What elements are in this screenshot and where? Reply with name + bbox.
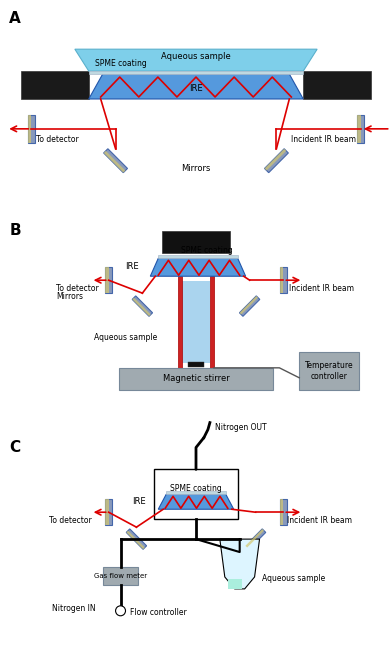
- Text: Gas flow meter: Gas flow meter: [94, 573, 147, 579]
- Text: Aqueous sample: Aqueous sample: [261, 574, 325, 584]
- Polygon shape: [89, 74, 303, 99]
- Text: A: A: [9, 11, 21, 26]
- Polygon shape: [132, 296, 152, 316]
- FancyBboxPatch shape: [28, 115, 34, 143]
- Polygon shape: [103, 149, 127, 172]
- Text: To detector: To detector: [36, 135, 79, 144]
- Polygon shape: [166, 492, 226, 494]
- Text: SPME coating: SPME coating: [94, 59, 147, 68]
- FancyBboxPatch shape: [103, 567, 138, 585]
- Polygon shape: [150, 259, 246, 276]
- FancyBboxPatch shape: [182, 281, 210, 363]
- Polygon shape: [132, 297, 151, 316]
- Text: SPME coating: SPME coating: [170, 484, 222, 494]
- FancyBboxPatch shape: [118, 368, 274, 390]
- Text: Incident IR beam: Incident IR beam: [291, 135, 356, 144]
- Text: Mirrors: Mirrors: [56, 292, 83, 301]
- Polygon shape: [103, 151, 125, 172]
- Text: Nitrogen OUT: Nitrogen OUT: [215, 423, 267, 432]
- Text: To detector: To detector: [49, 517, 92, 525]
- Polygon shape: [265, 149, 286, 170]
- Text: Aqueous sample: Aqueous sample: [94, 334, 157, 342]
- FancyBboxPatch shape: [280, 499, 283, 525]
- Polygon shape: [240, 296, 258, 315]
- FancyBboxPatch shape: [105, 267, 112, 293]
- Polygon shape: [158, 255, 238, 259]
- FancyBboxPatch shape: [188, 362, 204, 367]
- Text: Incident IR beam: Incident IR beam: [289, 284, 354, 293]
- FancyBboxPatch shape: [280, 499, 287, 525]
- FancyBboxPatch shape: [178, 276, 182, 368]
- Text: IRE: IRE: [132, 497, 145, 506]
- Text: B: B: [9, 224, 21, 238]
- Text: IRE: IRE: [125, 262, 138, 270]
- Circle shape: [116, 606, 125, 616]
- Polygon shape: [245, 529, 266, 549]
- Polygon shape: [245, 529, 264, 547]
- FancyBboxPatch shape: [299, 352, 359, 390]
- Text: Nitrogen IN: Nitrogen IN: [52, 604, 96, 613]
- Polygon shape: [228, 579, 242, 589]
- FancyBboxPatch shape: [21, 71, 89, 99]
- Text: Incident IR beam: Incident IR beam: [287, 517, 352, 525]
- Text: Magnetic stirrer: Magnetic stirrer: [163, 374, 229, 384]
- FancyBboxPatch shape: [28, 115, 31, 143]
- FancyBboxPatch shape: [162, 232, 230, 253]
- Polygon shape: [126, 529, 147, 549]
- Text: Aqueous sample: Aqueous sample: [161, 52, 231, 61]
- Polygon shape: [240, 296, 260, 316]
- Text: IRE: IRE: [189, 84, 203, 93]
- FancyBboxPatch shape: [105, 499, 112, 525]
- FancyBboxPatch shape: [105, 499, 109, 525]
- Polygon shape: [220, 539, 260, 589]
- FancyBboxPatch shape: [154, 469, 238, 519]
- FancyBboxPatch shape: [358, 115, 361, 143]
- FancyBboxPatch shape: [303, 71, 371, 99]
- Text: Flow controller: Flow controller: [131, 608, 187, 617]
- Text: Mirrors: Mirrors: [181, 164, 211, 173]
- Text: SPME coating: SPME coating: [181, 246, 233, 255]
- Text: Temperature
controller: Temperature controller: [305, 361, 353, 380]
- Polygon shape: [75, 49, 317, 71]
- Polygon shape: [265, 149, 289, 172]
- FancyBboxPatch shape: [210, 276, 214, 368]
- Text: To detector: To detector: [56, 284, 99, 293]
- FancyBboxPatch shape: [105, 267, 109, 293]
- Polygon shape: [158, 494, 234, 509]
- FancyBboxPatch shape: [280, 267, 283, 293]
- Polygon shape: [89, 71, 303, 74]
- FancyBboxPatch shape: [280, 267, 287, 293]
- Polygon shape: [126, 530, 145, 549]
- FancyBboxPatch shape: [358, 115, 364, 143]
- Text: C: C: [9, 440, 20, 455]
